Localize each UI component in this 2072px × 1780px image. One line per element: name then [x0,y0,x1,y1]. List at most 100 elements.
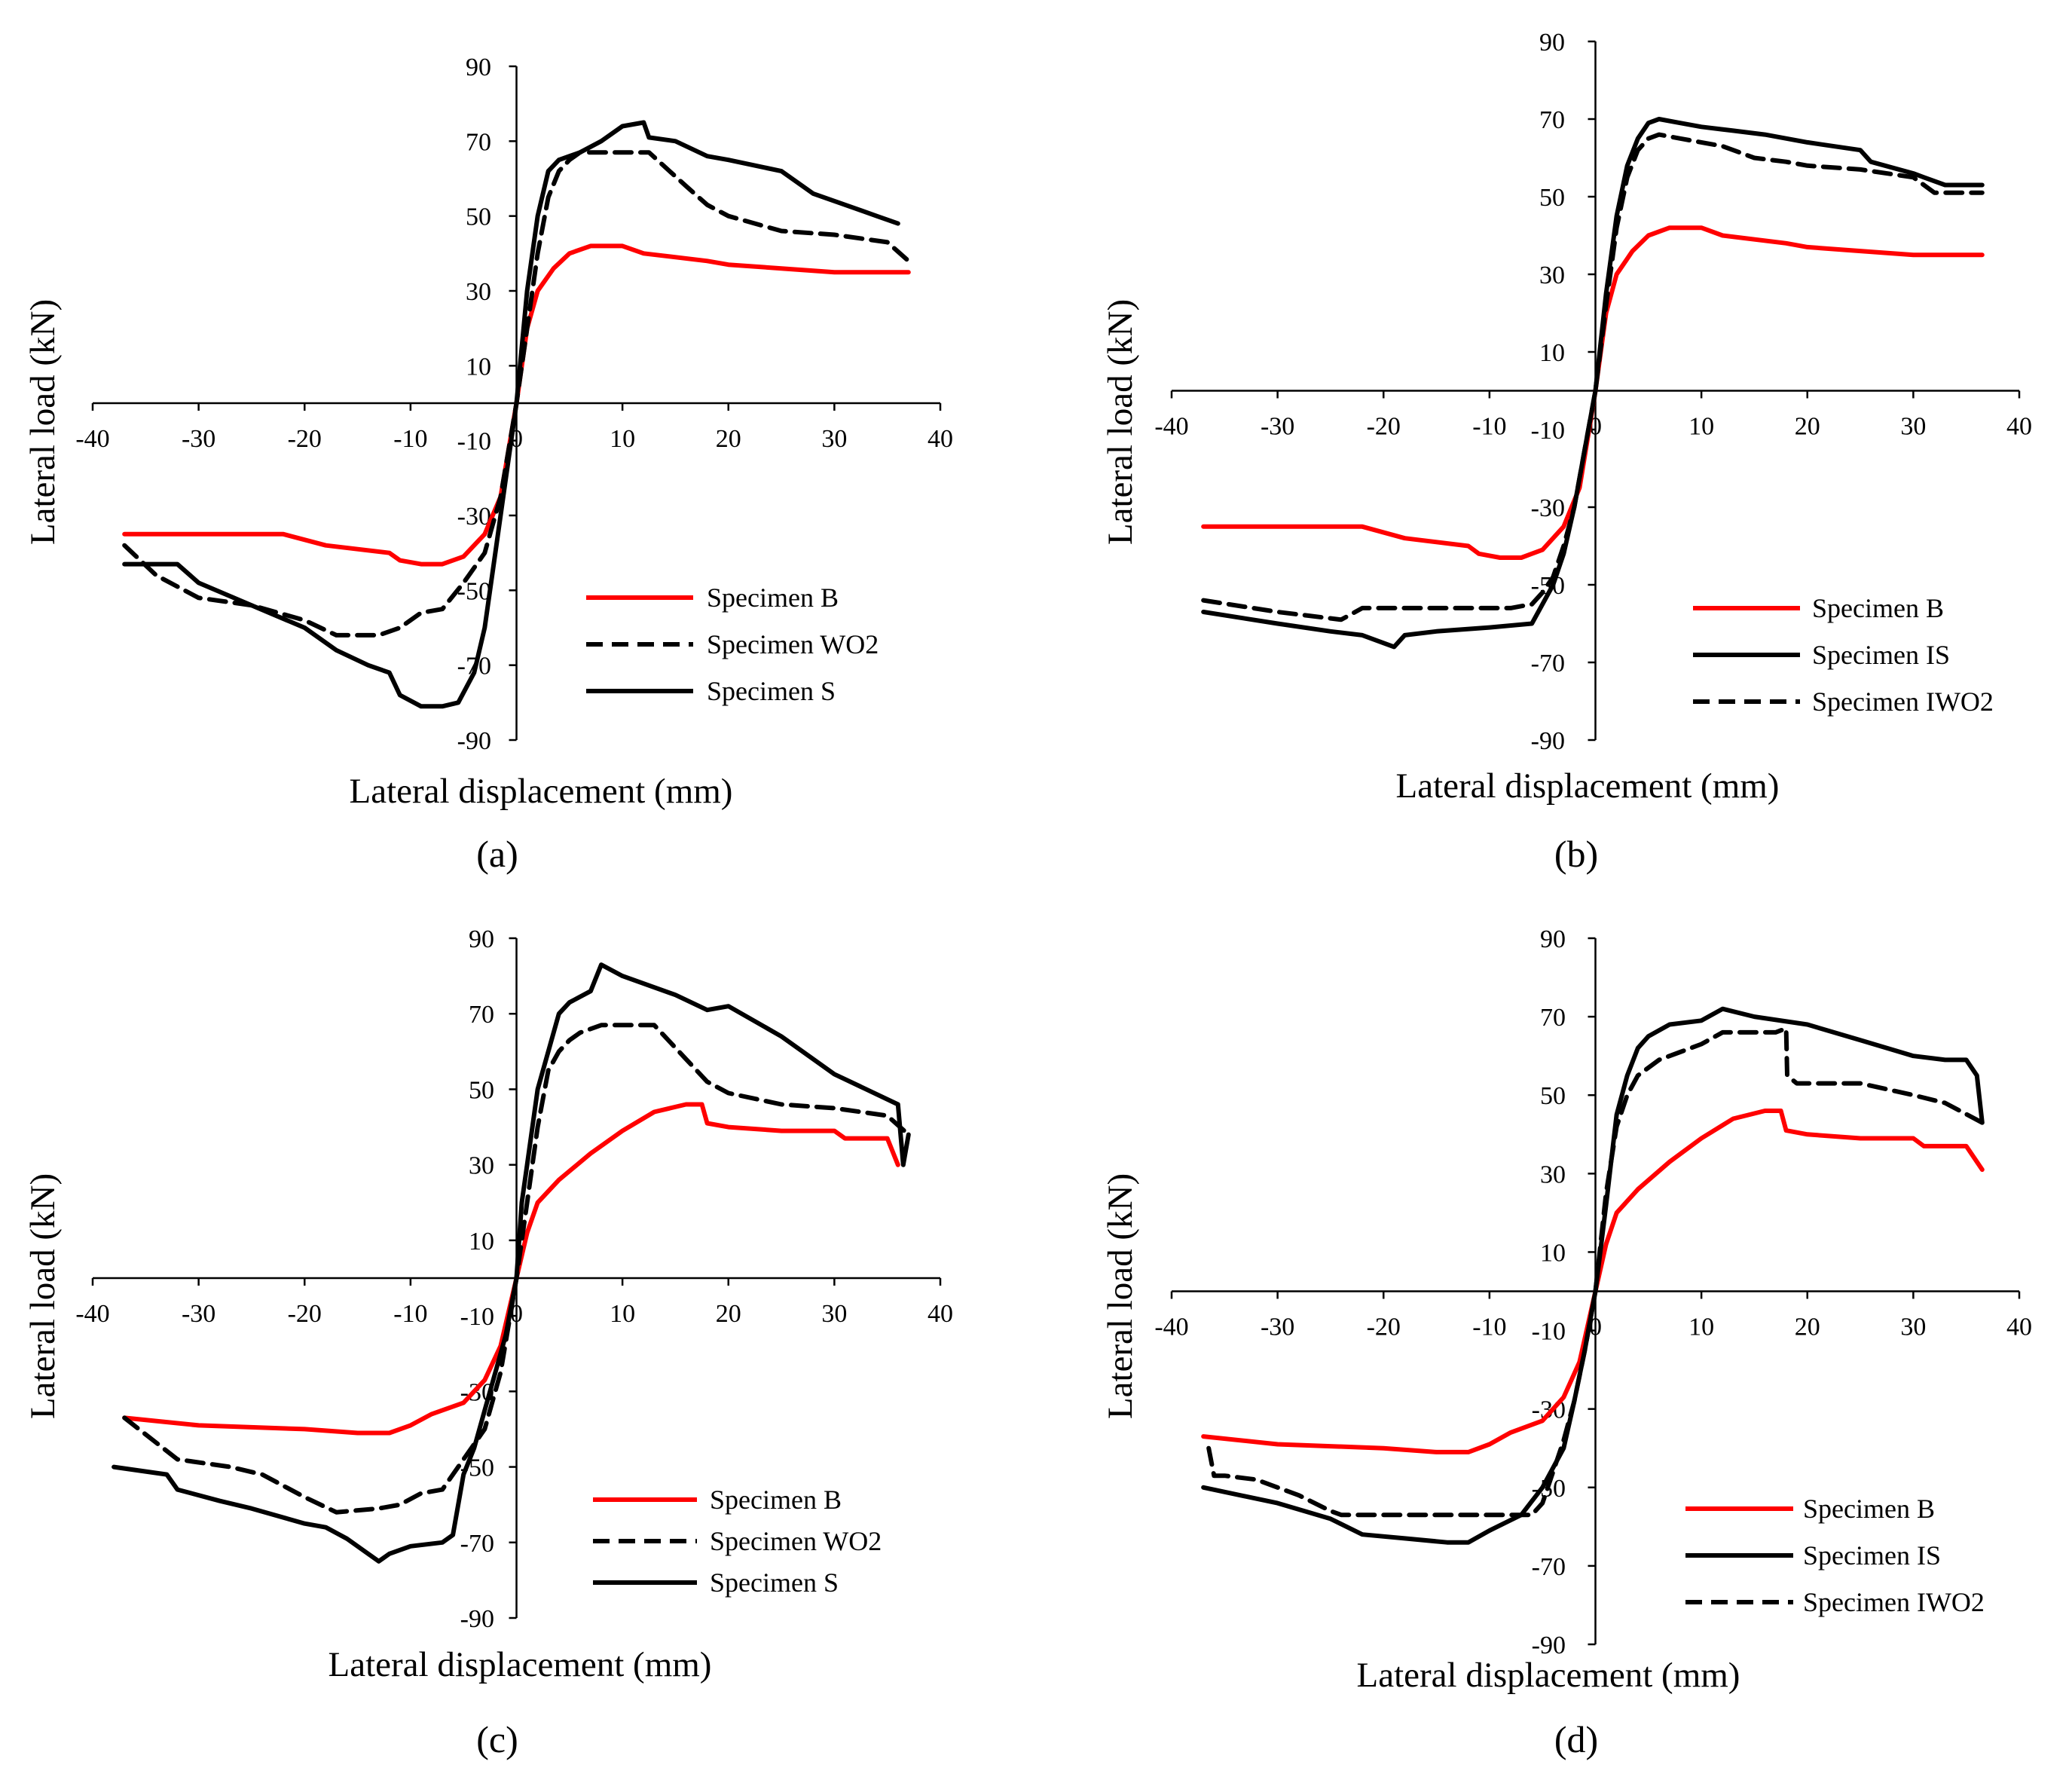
legend-label: Specimen S [710,1567,839,1598]
x-tick-label: -10 [1472,413,1506,441]
chart-panel-3: -40 -30 -20 -10 0 10 20 30 409070503010-10-30-50… [1101,925,2032,1695]
y-tick-label: 70 [466,128,491,156]
chart-panel-0: -40 -30 -20 -10 0 10 20 30 409070503010-10-30-50… [23,54,953,811]
y-tick-label: 10 [466,353,491,381]
x-tick-label: -40 [75,1300,109,1328]
x-tick-label: -20 [1367,413,1401,441]
x-tick-label: 10 [610,425,635,453]
chart-panel-1: -40 -30 -20 -10 0 10 20 30 409070503010-10-30-50… [1101,29,2032,806]
legend-label: Specimen B [1812,593,1944,623]
x-tick-label: 40 [2006,1314,2032,1341]
x-tick-label: 30 [1900,413,1926,441]
legend-label: Specimen B [710,1485,842,1515]
x-axis-title: Lateral displacement (mm) [1357,1656,1740,1695]
x-tick-label: -40 [1154,413,1188,441]
series-line-specimen-iwo2 [1206,1026,1985,1518]
x-tick-label: -30 [1261,413,1294,441]
series-line-specimen-wo2 [122,1023,911,1515]
x-tick-label: -30 [182,1300,215,1328]
y-tick-label: 30 [469,1152,494,1180]
x-tick-label: -10 [393,1300,427,1328]
x-tick-label: 30 [821,425,847,453]
y-axis-title: Lateral load (kN) [23,1173,63,1419]
y-tick-label: -10 [1531,417,1565,445]
x-tick-label: 10 [610,1300,635,1328]
y-tick-label: -30 [457,503,491,531]
legend: Specimen B Specimen WO2 Specimen S [593,1485,882,1598]
y-tick-label: 50 [1539,184,1565,212]
x-tick-label: -10 [393,425,427,453]
series-line-specimen-wo2 [122,150,911,638]
chart-panel-2: -40 -30 -20 -10 0 10 20 30 409070503010-10-30-50… [23,925,953,1684]
legend-label: Specimen WO2 [710,1526,882,1556]
y-tick-label: 50 [466,203,491,231]
legend-label: Specimen IS [1803,1540,1941,1570]
x-tick-label: 40 [928,1300,953,1328]
x-tick-label: 40 [928,425,953,453]
x-tick-label: -40 [1154,1314,1188,1341]
y-tick-label: 10 [1540,1239,1566,1267]
panel-label-c: (c) [476,1718,518,1760]
y-tick-label: -90 [1532,1632,1566,1659]
x-tick-label: -20 [1367,1314,1401,1341]
legend-label: Specimen IWO2 [1812,687,1994,717]
x-tick-label: -30 [1261,1314,1294,1341]
legend: Specimen B Specimen IS Specimen IWO2 [1685,1494,1985,1617]
y-tick-label: -10 [457,428,491,456]
y-tick-label: -10 [460,1303,494,1331]
x-tick-label: 30 [821,1300,847,1328]
x-tick-label: 20 [716,425,741,453]
x-tick-label: 40 [2006,413,2032,441]
y-axis-title: Lateral load (kN) [1101,299,1140,545]
y-tick-label: -50 [457,577,491,605]
y-tick-label: -90 [460,1605,494,1633]
series-line-specimen-is [1201,117,1985,650]
legend: Specimen B Specimen WO2 Specimen S [586,583,879,706]
y-tick-label: 30 [466,278,491,306]
series-line-specimen-s [112,962,911,1564]
panel-label-a: (a) [476,833,518,875]
y-tick-label: -70 [1532,1553,1566,1581]
legend-label: Specimen IWO2 [1803,1587,1985,1617]
x-tick-label: 20 [1795,1314,1820,1341]
x-tick-label: 20 [716,1300,741,1328]
series-line-specimen-is [1201,1006,1985,1545]
legend-label: Specimen B [707,583,839,613]
y-tick-label: 70 [1540,1004,1566,1032]
y-tick-label: -70 [1531,650,1565,677]
y-axis-title: Lateral load (kN) [23,299,63,545]
x-tick-label: -30 [182,425,215,453]
x-tick-label: -40 [75,425,109,453]
y-tick-label: 50 [469,1076,494,1104]
y-tick-label: -70 [460,1530,494,1558]
y-axis-title: Lateral load (kN) [1101,1173,1140,1419]
x-tick-label: 10 [1688,1314,1714,1341]
y-tick-label: 30 [1539,261,1565,289]
y-tick-label: 50 [1540,1082,1566,1110]
x-axis-title: Lateral displacement (mm) [350,772,733,811]
legend-label: Specimen B [1803,1494,1935,1524]
y-tick-label: 10 [1539,339,1565,367]
y-tick-label: 90 [1539,29,1565,57]
y-tick-label: 90 [469,925,494,953]
panel-label-b: (b) [1554,833,1598,875]
y-tick-label: -30 [1531,494,1565,522]
panel-label-d: (d) [1554,1718,1598,1760]
x-tick-label: 20 [1795,413,1820,441]
x-axis-title: Lateral displacement (mm) [329,1645,712,1684]
series-line-specimen-s [122,120,900,709]
y-tick-label: -90 [457,727,491,755]
y-tick-label: 70 [1539,106,1565,134]
y-tick-label: 70 [469,1001,494,1029]
y-tick-label: 90 [466,54,491,81]
x-tick-label: -20 [288,425,322,453]
y-tick-label: 90 [1540,925,1566,953]
x-tick-label: -10 [1472,1314,1506,1341]
y-tick-label: 30 [1540,1161,1566,1188]
y-tick-label: -10 [1532,1318,1566,1346]
y-tick-label: 10 [469,1228,494,1255]
y-tick-label: -90 [1531,727,1565,755]
legend-label: Specimen S [707,676,836,706]
legend: Specimen B Specimen IS Specimen IWO2 [1693,593,1994,717]
